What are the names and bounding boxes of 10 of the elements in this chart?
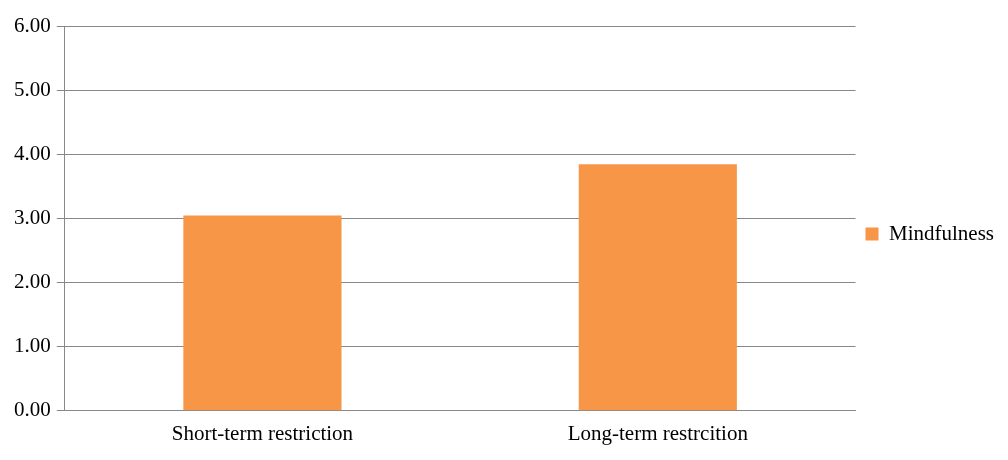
y-tick-label: 4.00 — [14, 141, 51, 166]
y-tick-label: 6.00 — [14, 13, 51, 38]
y-tick-label: 5.00 — [14, 77, 51, 102]
y-tick-label: 0.00 — [14, 397, 51, 422]
x-tick-label: Short-term restriction — [171, 420, 354, 445]
y-tick-label: 1.00 — [14, 333, 51, 358]
y-tick-label: 3.00 — [14, 205, 51, 230]
legend-label: Mindfulness — [889, 220, 994, 245]
x-tick-label: Long-term restrcition — [567, 420, 749, 445]
y-tick-label: 2.00 — [14, 269, 51, 294]
